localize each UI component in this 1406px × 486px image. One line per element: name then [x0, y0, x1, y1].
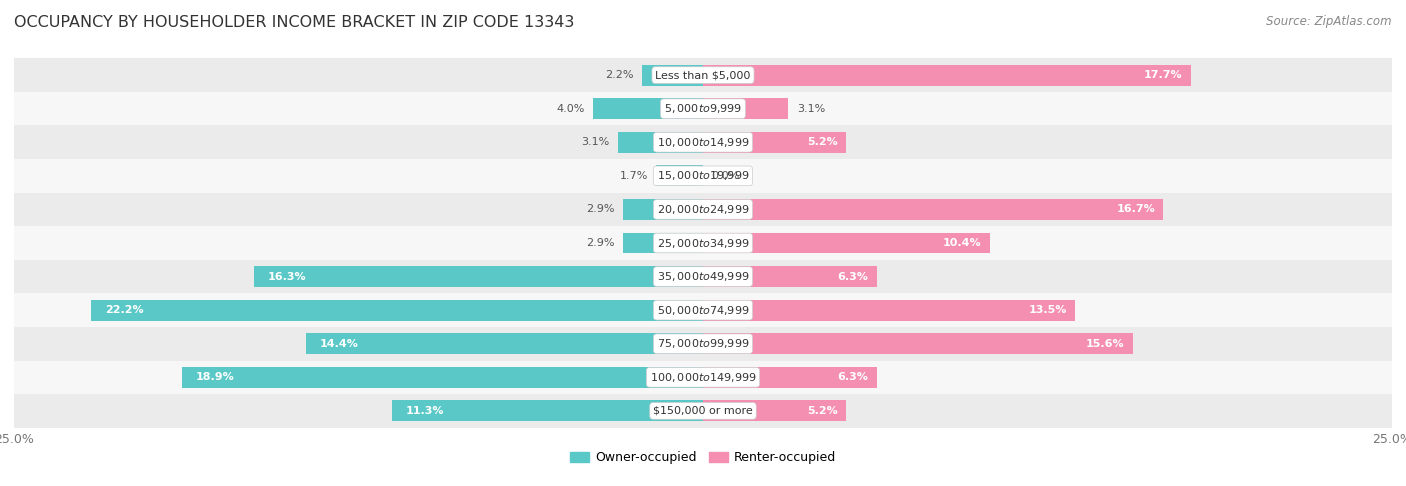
Text: 18.9%: 18.9% [195, 372, 235, 382]
Bar [254, 266, 703, 287]
Bar [617, 132, 703, 153]
Bar [14, 294, 1392, 327]
Text: 10.4%: 10.4% [942, 238, 981, 248]
Bar [703, 233, 990, 253]
Text: 1.7%: 1.7% [620, 171, 648, 181]
Text: $20,000 to $24,999: $20,000 to $24,999 [657, 203, 749, 216]
Text: $150,000 or more: $150,000 or more [654, 406, 752, 416]
Text: 14.4%: 14.4% [321, 339, 359, 349]
Bar [14, 192, 1392, 226]
Bar [703, 199, 1163, 220]
Text: $75,000 to $99,999: $75,000 to $99,999 [657, 337, 749, 350]
Text: $50,000 to $74,999: $50,000 to $74,999 [657, 304, 749, 317]
Text: 13.5%: 13.5% [1028, 305, 1067, 315]
Bar [14, 159, 1392, 192]
Text: $5,000 to $9,999: $5,000 to $9,999 [664, 102, 742, 115]
Bar [14, 361, 1392, 394]
Text: 6.3%: 6.3% [838, 272, 869, 281]
Text: OCCUPANCY BY HOUSEHOLDER INCOME BRACKET IN ZIP CODE 13343: OCCUPANCY BY HOUSEHOLDER INCOME BRACKET … [14, 15, 575, 30]
Bar [703, 333, 1133, 354]
Text: 0.0%: 0.0% [711, 171, 740, 181]
Text: 6.3%: 6.3% [838, 372, 869, 382]
Text: 2.9%: 2.9% [586, 205, 614, 214]
Text: $100,000 to $149,999: $100,000 to $149,999 [650, 371, 756, 384]
Bar [14, 92, 1392, 125]
Bar [593, 98, 703, 119]
Text: 22.2%: 22.2% [105, 305, 143, 315]
Text: 2.9%: 2.9% [586, 238, 614, 248]
Bar [183, 367, 703, 388]
Text: 15.6%: 15.6% [1085, 339, 1125, 349]
Bar [14, 394, 1392, 428]
Text: $25,000 to $34,999: $25,000 to $34,999 [657, 237, 749, 249]
Bar [392, 400, 703, 421]
Text: $35,000 to $49,999: $35,000 to $49,999 [657, 270, 749, 283]
Text: 5.2%: 5.2% [807, 406, 838, 416]
Bar [703, 266, 876, 287]
Bar [14, 125, 1392, 159]
Bar [14, 58, 1392, 92]
Bar [703, 400, 846, 421]
Text: Source: ZipAtlas.com: Source: ZipAtlas.com [1267, 15, 1392, 28]
Text: 16.3%: 16.3% [267, 272, 307, 281]
Bar [703, 132, 846, 153]
Text: 5.2%: 5.2% [807, 137, 838, 147]
Bar [657, 165, 703, 186]
Legend: Owner-occupied, Renter-occupied: Owner-occupied, Renter-occupied [565, 447, 841, 469]
Text: 3.1%: 3.1% [581, 137, 609, 147]
Bar [91, 300, 703, 321]
Bar [14, 327, 1392, 361]
Bar [703, 65, 1191, 86]
Text: Less than $5,000: Less than $5,000 [655, 70, 751, 80]
Text: 17.7%: 17.7% [1144, 70, 1182, 80]
Text: 16.7%: 16.7% [1116, 205, 1154, 214]
Text: 11.3%: 11.3% [405, 406, 444, 416]
Text: $15,000 to $19,999: $15,000 to $19,999 [657, 169, 749, 182]
Text: 4.0%: 4.0% [557, 104, 585, 114]
Text: $10,000 to $14,999: $10,000 to $14,999 [657, 136, 749, 149]
Bar [14, 226, 1392, 260]
Bar [703, 300, 1076, 321]
Text: 2.2%: 2.2% [606, 70, 634, 80]
Bar [307, 333, 703, 354]
Bar [623, 233, 703, 253]
Bar [623, 199, 703, 220]
Text: 3.1%: 3.1% [797, 104, 825, 114]
Bar [703, 98, 789, 119]
Bar [14, 260, 1392, 294]
Bar [643, 65, 703, 86]
Bar [703, 367, 876, 388]
